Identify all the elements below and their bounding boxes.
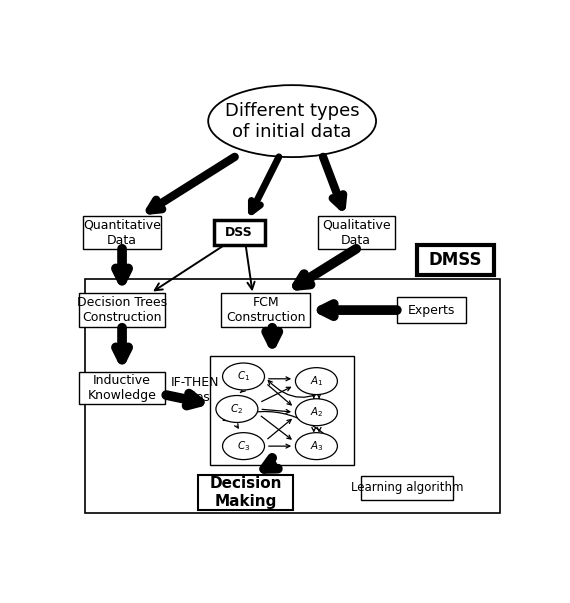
Text: Inductive
Knowledge: Inductive Knowledge (88, 374, 157, 402)
FancyBboxPatch shape (397, 297, 466, 323)
Text: Quantitative
Data: Quantitative Data (83, 218, 161, 247)
Ellipse shape (222, 433, 264, 459)
Text: FCM
Construction: FCM Construction (226, 296, 306, 324)
Text: Decision
Making: Decision Making (210, 476, 282, 509)
Text: Qualitative
Data: Qualitative Data (322, 218, 390, 247)
Ellipse shape (216, 396, 258, 423)
Text: DSS: DSS (225, 226, 253, 239)
Text: Different types
of initial data: Different types of initial data (225, 102, 360, 140)
Text: $C_2$: $C_2$ (230, 402, 243, 416)
Ellipse shape (295, 368, 337, 394)
FancyBboxPatch shape (210, 356, 354, 465)
Ellipse shape (208, 85, 376, 157)
FancyBboxPatch shape (417, 245, 494, 276)
Text: DMSS: DMSS (429, 251, 482, 270)
Text: Experts: Experts (408, 303, 455, 317)
Ellipse shape (295, 433, 337, 459)
Text: $C_3$: $C_3$ (237, 439, 250, 453)
Ellipse shape (222, 363, 264, 390)
Ellipse shape (295, 399, 337, 426)
FancyBboxPatch shape (214, 219, 264, 245)
FancyBboxPatch shape (361, 476, 453, 500)
FancyBboxPatch shape (79, 292, 165, 327)
Text: $A_3$: $A_3$ (310, 439, 323, 453)
FancyBboxPatch shape (83, 216, 161, 249)
Text: Decision Trees
Construction: Decision Trees Construction (77, 296, 167, 324)
Text: IF-THEN
rules: IF-THEN rules (170, 376, 219, 405)
Text: $C_1$: $C_1$ (237, 370, 250, 384)
FancyBboxPatch shape (79, 372, 165, 405)
FancyBboxPatch shape (317, 216, 395, 249)
Text: $A_2$: $A_2$ (310, 405, 323, 419)
FancyBboxPatch shape (198, 475, 293, 510)
Text: Learning algorithm: Learning algorithm (351, 481, 463, 494)
Text: $A_1$: $A_1$ (310, 374, 323, 388)
FancyBboxPatch shape (221, 292, 310, 327)
